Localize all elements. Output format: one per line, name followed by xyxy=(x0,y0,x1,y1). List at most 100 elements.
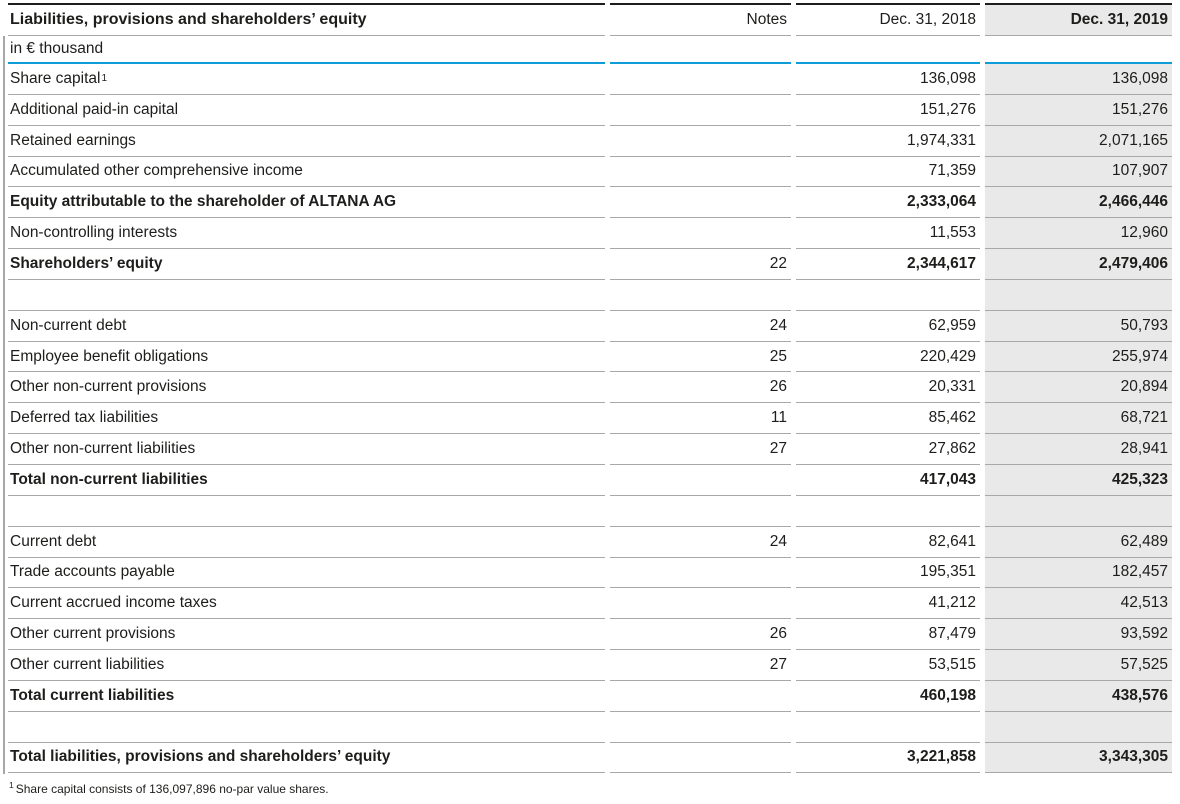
value-2018-cell: 3,221,858 xyxy=(796,743,980,774)
value-2018-cell: 71,359 xyxy=(796,157,980,188)
notes-cell: 26 xyxy=(610,619,791,651)
value-2018-cell: 85,462 xyxy=(796,403,980,435)
notes-cell: 27 xyxy=(610,434,791,465)
value-2018-cell: 11,553 xyxy=(796,218,980,250)
notes-cell: 22 xyxy=(610,249,791,280)
value-2018-cell xyxy=(796,280,980,311)
footnote-superscript: 1 xyxy=(9,780,14,791)
value-2018-cell: 1,974,331 xyxy=(796,126,980,157)
value-2018-cell: 87,479 xyxy=(796,619,980,651)
notes-cell xyxy=(610,126,791,157)
value-2018-cell: 53,515 xyxy=(796,650,980,681)
unit-label: in € thousand xyxy=(8,36,605,64)
column-header-2018: Dec. 31, 2018 xyxy=(796,3,980,36)
notes-cell: 24 xyxy=(610,527,791,558)
value-2018-cell: 2,333,064 xyxy=(796,187,980,219)
value-2018-cell: 62,959 xyxy=(796,311,980,342)
unit-cell-2018 xyxy=(796,36,980,64)
notes-cell xyxy=(610,187,791,219)
value-2018-cell: 27,862 xyxy=(796,434,980,465)
notes-cell: 11 xyxy=(610,403,791,435)
row-label: Retained earnings xyxy=(8,126,605,157)
value-2018-cell: 195,351 xyxy=(796,558,980,589)
notes-cell xyxy=(610,743,791,774)
notes-cell xyxy=(610,681,791,712)
row-label xyxy=(8,496,605,527)
value-2019-cell: 2,071,165 xyxy=(985,125,1172,157)
notes-cell xyxy=(610,218,791,250)
row-label: Accumulated other comprehensive income xyxy=(8,157,605,188)
value-2018-cell: 41,212 xyxy=(796,588,980,620)
row-label: Total non-current liabilities xyxy=(8,465,605,496)
notes-cell: 27 xyxy=(610,650,791,681)
value-2018-cell: 460,198 xyxy=(796,681,980,712)
row-label: Share capital 1 xyxy=(8,64,605,95)
row-label: Non-current debt xyxy=(8,311,605,342)
row-label xyxy=(8,280,605,311)
value-2019-cell: 12,960 xyxy=(985,218,1172,250)
notes-cell xyxy=(610,558,791,589)
value-2019-cell xyxy=(985,711,1172,743)
row-label: Deferred tax liabilities xyxy=(8,403,605,435)
row-label: Shareholders’ equity xyxy=(8,249,605,280)
row-label: Total current liabilities xyxy=(8,681,605,712)
value-2019-cell: 57,525 xyxy=(985,650,1172,681)
notes-cell xyxy=(610,465,791,496)
report-page: { "table": { "title": "Liabilities, prov… xyxy=(0,3,1180,804)
value-2019-cell: 50,793 xyxy=(985,310,1172,342)
value-2018-cell: 151,276 xyxy=(796,95,980,126)
value-2019-cell: 425,323 xyxy=(985,464,1172,496)
value-2019-cell: 68,721 xyxy=(985,403,1172,435)
notes-cell: 24 xyxy=(610,311,791,342)
notes-cell xyxy=(610,712,791,743)
value-2019-cell: 93,592 xyxy=(985,619,1172,651)
column-header-2019: Dec. 31, 2019 xyxy=(985,3,1172,36)
value-2018-cell: 20,331 xyxy=(796,372,980,404)
notes-cell: 25 xyxy=(610,342,791,373)
notes-cell: 26 xyxy=(610,372,791,404)
value-2019-cell: 438,576 xyxy=(985,680,1172,712)
column-header-notes: Notes xyxy=(610,3,791,36)
row-label: Other non-current liabilities xyxy=(8,434,605,465)
value-2019-cell: 151,276 xyxy=(985,94,1172,126)
value-2018-cell: 136,098 xyxy=(796,64,980,95)
notes-cell xyxy=(610,496,791,527)
footnote-text: Share capital consists of 136,097,896 no… xyxy=(15,782,329,797)
notes-cell xyxy=(610,157,791,188)
unit-cell-notes xyxy=(610,36,791,64)
table-title: Liabilities, provisions and shareholders… xyxy=(8,3,605,36)
value-2018-cell xyxy=(796,496,980,527)
value-2018-cell: 2,344,617 xyxy=(796,249,980,280)
value-2018-cell: 417,043 xyxy=(796,465,980,496)
row-label xyxy=(8,712,605,743)
value-2018-cell xyxy=(796,712,980,743)
row-label: Trade accounts payable xyxy=(8,558,605,589)
notes-cell xyxy=(610,280,791,311)
balance-sheet-table: Liabilities, provisions and shareholders… xyxy=(3,3,1172,774)
value-2019-cell xyxy=(985,495,1172,527)
value-2018-cell: 82,641 xyxy=(796,527,980,558)
notes-cell xyxy=(610,64,791,95)
value-2019-cell xyxy=(985,279,1172,311)
value-2019-cell: 2,466,446 xyxy=(985,187,1172,219)
table-left-border xyxy=(3,36,5,774)
row-label: Other current liabilities xyxy=(8,650,605,681)
value-2019-cell: 20,894 xyxy=(985,372,1172,404)
row-label: Current debt xyxy=(8,527,605,558)
unit-cell-2019 xyxy=(985,36,1172,64)
notes-cell xyxy=(610,588,791,620)
row-label: Equity attributable to the shareholder o… xyxy=(8,187,605,219)
row-label: Non-controlling interests xyxy=(8,218,605,250)
value-2019-cell: 136,098 xyxy=(985,64,1172,95)
value-2019-cell: 3,343,305 xyxy=(985,742,1172,774)
value-2019-cell: 28,941 xyxy=(985,434,1172,465)
row-label: Total liabilities, provisions and shareh… xyxy=(8,743,605,774)
row-label: Additional paid-in capital xyxy=(8,95,605,126)
value-2019-cell: 255,974 xyxy=(985,341,1172,373)
value-2019-cell: 182,457 xyxy=(985,557,1172,589)
row-label: Employee benefit obligations xyxy=(8,342,605,373)
row-label: Current accrued income taxes xyxy=(8,588,605,620)
value-2019-cell: 42,513 xyxy=(985,588,1172,620)
value-2019-cell: 2,479,406 xyxy=(985,249,1172,280)
row-label: Other non-current provisions xyxy=(8,372,605,404)
